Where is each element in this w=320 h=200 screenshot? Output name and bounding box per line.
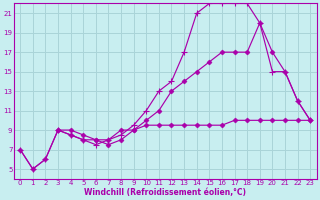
- X-axis label: Windchill (Refroidissement éolien,°C): Windchill (Refroidissement éolien,°C): [84, 188, 246, 197]
